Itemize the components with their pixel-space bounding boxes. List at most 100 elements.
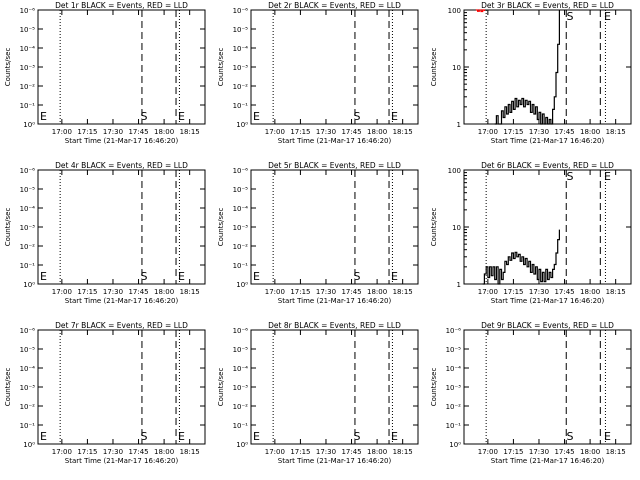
event-marker: S [141,430,148,443]
detector-panel: Det 6r BLACK = Events, RED = LLD 1 10 100 Co… [430,161,632,305]
y-tick-label: 10⁻⁵ [20,186,36,194]
y-tick-label: 10⁻⁴ [20,45,36,53]
y-tick-label: 10⁻³ [20,64,36,72]
x-tick-label: 17:45 [341,448,361,456]
event-marker: E [253,110,260,123]
event-marker: S [141,270,148,283]
plot-frame [250,9,419,125]
x-tick-label: 17:15 [503,448,523,456]
x-tick-label: 17:30 [103,448,123,456]
x-tick-label: 17:45 [341,128,361,136]
y-tick-label: 10⁻¹ [233,422,249,430]
x-tick-label: 18:15 [606,288,626,296]
y-tick-label: 10 [452,224,461,232]
x-tick-label: 17:30 [529,448,549,456]
x-axis-label: Start Time (21-Mar-17 16:46:20) [278,297,392,305]
event-marker: S [567,170,574,183]
panel-title: Det 3r BLACK = Events, RED = LLD [481,1,614,10]
y-tick-label: 10⁻⁴ [20,205,36,213]
x-axis-label: Start Time (21-Mar-17 16:46:20) [278,137,392,145]
detector-panel: Det 8r BLACK = Events, RED = LLD 10⁰ 10⁻¹ 1… [217,321,419,465]
y-tick-label: 10⁰ [23,281,35,289]
x-tick-label: 17:30 [529,288,549,296]
y-axis-label: Counts/sec [217,368,225,407]
detector-panel: Det 2r BLACK = Events, RED = LLD 10⁰ 10⁻¹ 1… [217,1,419,145]
panel-title: Det 2r BLACK = Events, RED = LLD [268,1,401,10]
y-tick-label: 10⁻¹ [20,102,36,110]
x-tick-label: 17:00 [478,288,498,296]
x-axis-label: Start Time (21-Mar-17 16:46:20) [278,457,392,465]
y-tick-label: 10⁻² [233,243,249,251]
y-tick-label: 10⁻⁴ [20,365,36,373]
y-tick-label: 10⁻⁶ [20,7,36,15]
y-axis-label: Counts/sec [217,48,225,87]
x-tick-label: 17:00 [478,128,498,136]
x-tick-label: 18:00 [580,288,600,296]
y-tick-label: 10⁻² [446,403,462,411]
y-tick-label: 100 [448,7,461,15]
plot-frame [37,169,206,285]
plot-frame [37,9,206,125]
panel-title: Det 1r BLACK = Events, RED = LLD [55,1,188,10]
x-tick-label: 18:00 [367,448,387,456]
x-tick-label: 17:00 [52,288,72,296]
detector-panel: Det 4r BLACK = Events, RED = LLD 10⁰ 10⁻¹ 1… [4,161,206,305]
x-tick-label: 17:30 [316,128,336,136]
x-tick-label: 18:15 [393,448,413,456]
y-tick-label: 10⁻⁴ [233,45,249,53]
y-axis-label: Counts/sec [217,208,225,247]
y-tick-label: 10⁰ [236,121,248,129]
event-marker: E [391,110,398,123]
event-marker: E [604,430,611,443]
x-tick-label: 17:15 [77,288,97,296]
y-tick-label: 10⁰ [23,121,35,129]
x-tick-label: 18:15 [606,128,626,136]
event-marker: E [40,270,47,283]
event-marker: S [354,110,361,123]
y-tick-label: 10⁻¹ [233,262,249,270]
y-tick-label: 10⁻⁴ [233,365,249,373]
x-tick-label: 18:15 [180,448,200,456]
x-tick-label: 18:15 [180,288,200,296]
x-tick-label: 17:15 [503,288,523,296]
y-tick-label: 1 [457,281,461,289]
panel-title: Det 4r BLACK = Events, RED = LLD [55,161,188,170]
y-tick-label: 10⁰ [449,441,461,449]
x-tick-label: 17:15 [503,128,523,136]
plot-frame [250,169,419,285]
x-tick-label: 17:30 [103,128,123,136]
x-tick-label: 17:45 [128,448,148,456]
event-marker: E [178,110,185,123]
events-series-line [482,229,560,285]
x-tick-label: 18:15 [393,288,413,296]
y-axis-label: Counts/sec [430,48,438,87]
y-tick-label: 10⁻⁵ [233,26,249,34]
x-axis-label: Start Time (21-Mar-17 16:46:20) [491,457,605,465]
event-marker: E [391,270,398,283]
panel-title: Det 7r BLACK = Events, RED = LLD [55,321,188,330]
x-tick-label: 17:15 [290,448,310,456]
y-tick-label: 10⁻¹ [233,102,249,110]
x-tick-label: 17:15 [290,128,310,136]
x-tick-label: 17:45 [341,288,361,296]
panel-title: Det 8r BLACK = Events, RED = LLD [268,321,401,330]
y-axis-label: Counts/sec [4,368,12,407]
x-axis-label: Start Time (21-Mar-17 16:46:20) [491,297,605,305]
event-marker: S [354,430,361,443]
x-tick-label: 17:00 [265,128,285,136]
y-tick-label: 10⁻¹ [20,262,36,270]
plot-frame [250,329,419,445]
x-tick-label: 18:00 [367,288,387,296]
y-tick-label: 10⁻⁵ [233,186,249,194]
y-tick-label: 10⁻⁶ [233,7,249,15]
y-tick-label: 10⁻³ [20,384,36,392]
x-tick-label: 18:00 [154,448,174,456]
detector-panel: Det 1r BLACK = Events, RED = LLD 10⁰ 10⁻¹ 1… [4,1,206,145]
events-series-line [494,10,560,125]
y-tick-label: 10⁻⁶ [233,167,249,175]
y-tick-label: 10⁻⁵ [20,26,36,34]
event-marker: E [178,270,185,283]
x-tick-label: 18:15 [606,448,626,456]
x-tick-label: 18:00 [154,288,174,296]
